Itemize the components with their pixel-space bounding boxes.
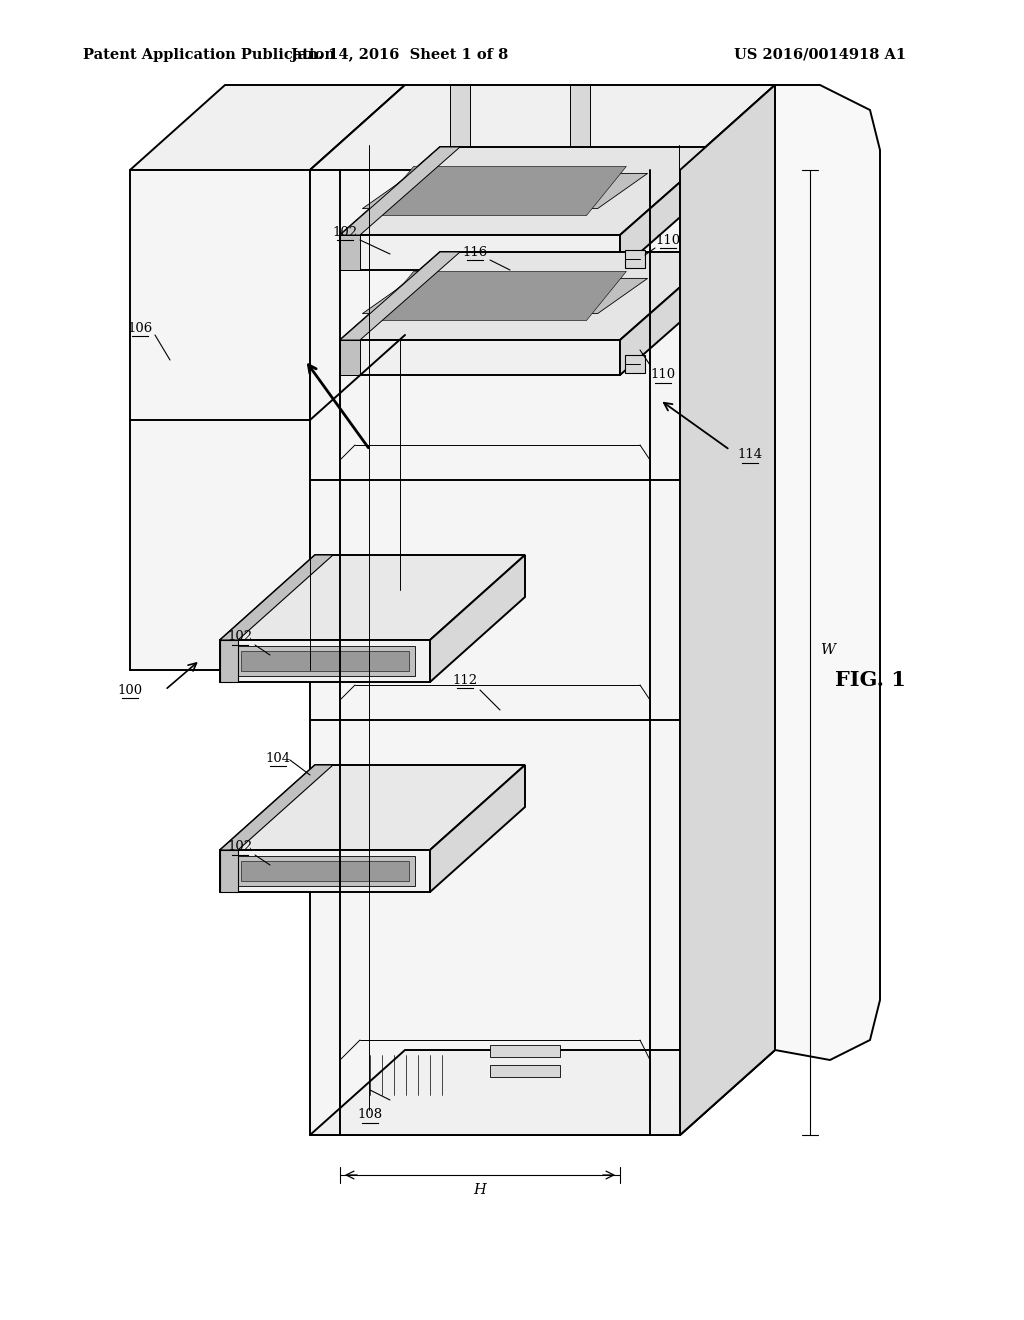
Polygon shape <box>450 84 470 170</box>
Text: Patent Application Publication: Patent Application Publication <box>83 48 335 62</box>
Polygon shape <box>220 850 238 892</box>
Polygon shape <box>340 147 720 235</box>
Text: Jan. 14, 2016  Sheet 1 of 8: Jan. 14, 2016 Sheet 1 of 8 <box>292 48 509 62</box>
Polygon shape <box>241 651 409 671</box>
Polygon shape <box>374 272 627 321</box>
Text: 110: 110 <box>655 234 681 247</box>
Polygon shape <box>241 861 409 880</box>
Polygon shape <box>490 1065 560 1077</box>
Polygon shape <box>310 84 775 170</box>
Text: 102: 102 <box>333 226 357 239</box>
Polygon shape <box>340 154 720 243</box>
Text: 116: 116 <box>463 246 487 259</box>
Text: 110: 110 <box>650 368 676 381</box>
Polygon shape <box>220 766 333 850</box>
Polygon shape <box>680 84 775 1135</box>
Text: 100: 100 <box>118 684 142 697</box>
Polygon shape <box>340 252 720 341</box>
Polygon shape <box>570 84 590 170</box>
Polygon shape <box>374 166 627 215</box>
Polygon shape <box>220 770 525 855</box>
Polygon shape <box>220 766 525 850</box>
Text: 102: 102 <box>227 631 253 644</box>
Text: 112: 112 <box>453 673 477 686</box>
Polygon shape <box>620 147 720 271</box>
Polygon shape <box>430 554 525 682</box>
Text: US 2016/0014918 A1: US 2016/0014918 A1 <box>734 48 906 62</box>
Polygon shape <box>220 780 525 865</box>
Polygon shape <box>130 170 310 671</box>
Polygon shape <box>234 855 415 886</box>
Polygon shape <box>340 235 620 271</box>
Polygon shape <box>310 1049 775 1135</box>
Polygon shape <box>310 170 680 1135</box>
Polygon shape <box>625 249 645 268</box>
Text: W: W <box>820 643 836 657</box>
Polygon shape <box>340 256 720 345</box>
Polygon shape <box>310 84 406 671</box>
Polygon shape <box>362 279 647 314</box>
Polygon shape <box>625 355 645 374</box>
Polygon shape <box>234 645 415 676</box>
Text: 106: 106 <box>127 322 153 334</box>
Polygon shape <box>220 565 525 649</box>
Polygon shape <box>362 173 647 209</box>
Polygon shape <box>340 235 360 271</box>
Polygon shape <box>220 850 430 892</box>
Polygon shape <box>220 554 333 640</box>
Text: 104: 104 <box>265 751 291 764</box>
Polygon shape <box>340 147 720 235</box>
Polygon shape <box>680 84 880 1060</box>
Text: H: H <box>474 1183 486 1197</box>
Polygon shape <box>340 158 720 247</box>
Polygon shape <box>340 147 460 235</box>
Text: 108: 108 <box>357 1109 383 1122</box>
Polygon shape <box>340 260 720 348</box>
Polygon shape <box>220 560 525 645</box>
Polygon shape <box>220 640 238 682</box>
Polygon shape <box>130 84 406 170</box>
Polygon shape <box>220 775 525 861</box>
Polygon shape <box>340 264 720 352</box>
Polygon shape <box>430 766 525 892</box>
Polygon shape <box>220 570 525 655</box>
Polygon shape <box>340 252 720 341</box>
Polygon shape <box>680 84 775 1135</box>
Polygon shape <box>220 640 430 682</box>
Polygon shape <box>340 252 460 341</box>
Polygon shape <box>490 1045 560 1057</box>
Polygon shape <box>220 554 525 640</box>
Polygon shape <box>340 341 620 375</box>
Text: 102: 102 <box>227 841 253 854</box>
Text: 114: 114 <box>737 449 763 462</box>
Polygon shape <box>620 252 720 375</box>
Polygon shape <box>340 341 360 375</box>
Text: FIG. 1: FIG. 1 <box>835 671 905 690</box>
Polygon shape <box>340 150 720 239</box>
